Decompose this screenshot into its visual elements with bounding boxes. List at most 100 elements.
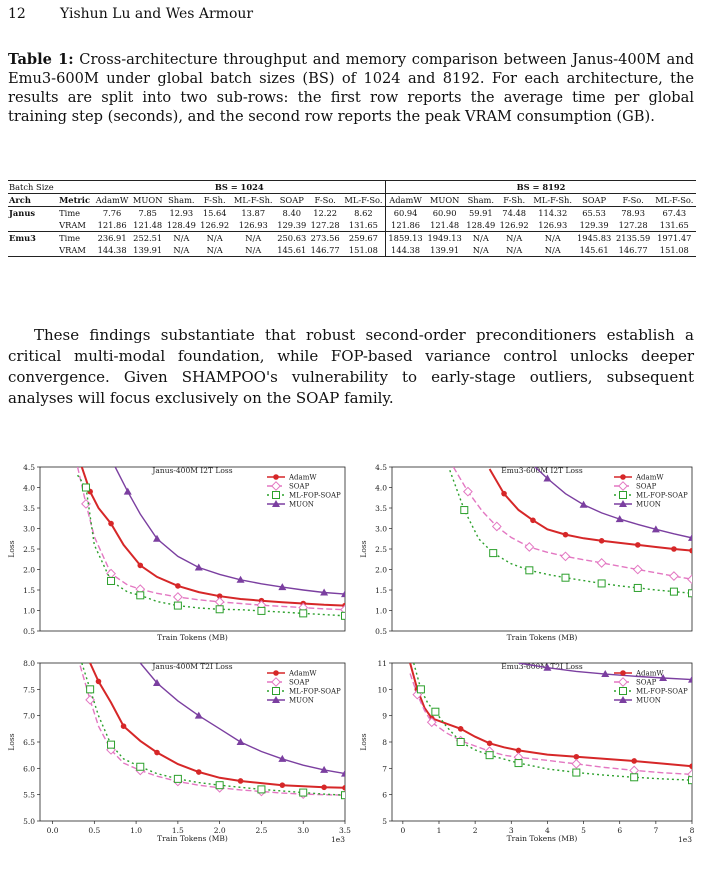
value-cell: 1859.13 — [385, 231, 426, 244]
legend-label: SOAP — [636, 679, 657, 687]
y-axis-label: Loss — [359, 540, 368, 557]
value-cell: 8.62 — [341, 206, 386, 219]
data-point — [108, 520, 114, 527]
series-line-ml-fop-soap — [81, 663, 345, 796]
data-point — [485, 751, 494, 760]
value-cell: N/A — [231, 244, 276, 257]
data-point — [486, 740, 493, 747]
series-group — [79, 663, 345, 801]
y-tick-label: 7 — [382, 764, 387, 773]
column-header: Sham. — [164, 193, 199, 207]
data-point — [107, 740, 116, 749]
data-point — [299, 609, 308, 618]
arch-cell: Emu3 — [8, 231, 59, 244]
data-point — [489, 549, 498, 558]
y-tick-label: 4.5 — [375, 463, 387, 472]
table-row: VRAM 144.38 139.91 N/A N/A N/A 145.61 146.77 151… — [8, 244, 696, 257]
data-point — [342, 785, 345, 791]
legend-marker — [271, 481, 281, 491]
value-cell: 126.92 — [200, 220, 230, 230]
value-cell: 8.40 — [275, 206, 309, 219]
data-point — [561, 573, 570, 582]
y-tick-label: 4.5 — [23, 463, 35, 472]
data-point — [615, 515, 624, 523]
value-cell: 1945.83 — [574, 231, 614, 244]
value-cell: N/A — [231, 231, 276, 244]
legend-marker — [620, 670, 626, 676]
legend-label: SOAP — [289, 679, 310, 687]
legend-label: AdamW — [635, 474, 664, 482]
arch-cell — [8, 244, 59, 257]
value-cell: 139.91 — [130, 244, 165, 257]
metric-cell: Time — [58, 231, 94, 244]
data-point — [596, 558, 607, 568]
y-axis-label: Loss — [359, 733, 368, 750]
y-axis-label: Loss — [7, 540, 16, 557]
y-tick-label: 0.5 — [375, 627, 387, 636]
legend-label: ML-FOP-SOAP — [636, 688, 688, 696]
legend-label: MUON — [636, 501, 661, 509]
value-cell: 59.91 — [464, 206, 498, 219]
column-header: F-So. — [613, 193, 653, 207]
data-point — [562, 531, 569, 538]
value-cell: 131.65 — [659, 220, 689, 230]
y-tick-label: 2.0 — [23, 566, 35, 575]
series-line-soap — [76, 467, 345, 611]
x-scale-note: 1e3 — [331, 835, 345, 844]
value-cell: 145.61 — [574, 244, 614, 257]
table-header-row-cols: Arch Metric AdamW MUON Sham. F-Sh. ML-F-Sh. SOA… — [8, 193, 696, 207]
legend-label: AdamW — [635, 670, 664, 678]
data-point — [631, 758, 637, 764]
data-point — [689, 547, 692, 554]
y-tick-label: 5.5 — [23, 791, 35, 800]
x-tick-label: 7 — [653, 826, 658, 835]
value-cell: 60.94 — [385, 206, 426, 219]
data-point — [136, 591, 145, 600]
table-caption: Table 1: Cross-architecture throughput a… — [8, 50, 694, 126]
data-point — [195, 769, 202, 775]
data-point — [688, 589, 692, 598]
y-tick-label: 2.5 — [375, 545, 387, 554]
y-axis-label: Loss — [7, 733, 16, 750]
y-tick-label: 3.0 — [375, 525, 387, 534]
value-cell: N/A — [198, 244, 232, 257]
caption-label: Table 1: — [8, 51, 74, 68]
data-point — [257, 785, 266, 794]
data-point — [457, 726, 464, 732]
running-header: 12 Yishun Lu and Wes Armour — [8, 6, 253, 22]
value-cell: 126.93 — [238, 220, 268, 230]
x-tick-label: 3.0 — [297, 826, 309, 835]
y-tick-label: 2.0 — [375, 566, 387, 575]
data-point — [598, 538, 605, 544]
table-row: Janus Time 7.76 7.85 12.93 15.64 13.87 8.40 12.2… — [8, 206, 696, 219]
bs-group-header: BS = 8192 — [385, 180, 696, 194]
data-point — [321, 784, 327, 791]
value-cell: 74.48 — [497, 206, 531, 219]
x-axis-label: Train Tokens (MB) — [507, 834, 578, 843]
data-point — [525, 566, 534, 575]
value-cell: 121.86 — [97, 220, 127, 230]
data-point — [152, 679, 161, 687]
x-axis-label: Train Tokens (MB) — [157, 633, 228, 642]
y-tick-label: 5.0 — [23, 817, 35, 826]
column-header: F-Sh. — [497, 193, 531, 207]
value-cell: N/A — [464, 231, 498, 244]
series-line-ml-fop-soap — [77, 474, 345, 617]
value-cell: 128.49 — [466, 220, 496, 230]
y-tick-label: 9 — [382, 712, 387, 721]
table-header-row-bs: Batch Size BS = 1024 BS = 8192 — [8, 180, 696, 194]
data-point — [173, 601, 182, 610]
y-tick-label: 7.5 — [23, 685, 35, 694]
x-tick-label: 0 — [400, 826, 405, 835]
column-header: ML-F-So. — [652, 193, 696, 207]
data-point — [687, 574, 692, 585]
data-point — [579, 500, 588, 508]
y-tick-label: 3.0 — [23, 525, 35, 534]
y-tick-label: 10 — [377, 685, 387, 694]
value-cell: 15.64 — [198, 206, 232, 219]
column-header: SOAP — [574, 193, 614, 207]
value-cell: 60.90 — [425, 206, 465, 219]
y-tick-label: 1.5 — [375, 586, 387, 595]
value-cell: 151.08 — [652, 244, 696, 257]
